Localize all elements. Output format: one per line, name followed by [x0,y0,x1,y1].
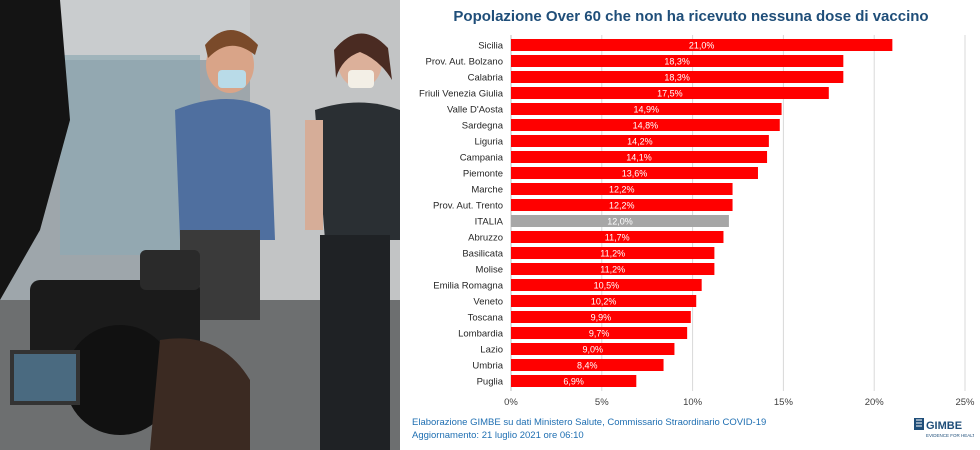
data-label: 9,9% [591,313,612,323]
category-label: Umbria [472,361,503,372]
category-label: Lazio [480,345,503,356]
bar [511,55,844,67]
data-label: 18,3% [664,73,690,83]
category-label: Veneto [473,297,503,308]
bar [511,263,715,275]
bar [511,311,691,323]
bar [511,199,733,211]
data-label: 11,2% [600,265,625,275]
bar [511,183,733,195]
x-tick-label: 15% [774,397,794,408]
data-label: 14,2% [627,137,653,147]
x-tick-label: 20% [865,397,885,408]
chart-panel: Popolazione Over 60 che non ha ricevuto … [402,0,980,450]
bar [511,375,637,387]
category-label: Emilia Romagna [433,281,503,292]
data-label: 12,2% [609,185,635,195]
data-label: 11,7% [605,233,630,243]
category-label: Prov. Aut. Trento [433,201,503,212]
category-label: Campania [460,153,504,164]
data-label: 11,2% [600,249,625,259]
data-label: 14,9% [634,105,660,115]
category-label: Toscana [468,313,504,324]
data-label: 14,8% [633,121,659,131]
update-note: Aggiornamento: 21 luglio 2021 ore 06:10 [412,430,584,441]
bar [511,103,782,115]
chart-title: Popolazione Over 60 che non ha ricevuto … [453,8,929,25]
bar [511,87,829,99]
category-label: Friuli Venezia Giulia [419,89,504,100]
data-label: 9,7% [589,329,610,339]
bar [511,39,893,51]
data-label: 10,2% [591,297,617,307]
data-label: 10,5% [594,281,620,291]
x-tick-label: 5% [595,397,609,408]
category-label: Lombardia [458,329,504,340]
bar [511,167,758,179]
data-label: 6,9% [563,377,584,387]
data-label: 21,0% [689,41,715,51]
data-label: 12,2% [609,201,635,211]
bar [511,343,675,355]
category-label: Sardegna [462,121,504,132]
category-label: Liguria [474,137,503,148]
category-label: Puglia [477,377,504,388]
x-tick-label: 0% [504,397,518,408]
category-label: ITALIA [475,217,504,228]
category-label: Piemonte [463,169,503,180]
category-label: Abruzzo [468,233,503,244]
vaccination-photo [0,0,400,450]
bar [511,295,697,307]
x-tick-label: 25% [955,397,975,408]
data-label: 17,5% [657,89,683,99]
data-label: 12,0% [607,217,633,227]
bar [511,71,844,83]
svg-text:EVIDENCE FOR HEALTH: EVIDENCE FOR HEALTH [926,433,974,438]
source-note: Elaborazione GIMBE su dati Ministero Sal… [412,417,767,428]
gimbe-logo: GIMBE EVIDENCE FOR HEALTH [914,416,978,440]
bar [511,327,688,339]
data-label: 18,3% [664,57,690,67]
bar [511,359,664,371]
category-label: Sicilia [478,41,504,52]
category-label: Molise [476,265,503,276]
bar [511,215,729,227]
bar [511,247,715,259]
bar [511,151,768,163]
category-label: Calabria [468,73,504,84]
bar [511,135,769,147]
data-label: 8,4% [577,361,598,371]
data-label: 14,1% [626,153,652,163]
bar [511,231,724,243]
bar [511,279,702,291]
category-label: Valle D'Aosta [447,105,504,116]
x-tick-label: 10% [683,397,703,408]
category-label: Basilicata [462,249,503,260]
category-label: Marche [471,185,503,196]
category-label: Prov. Aut. Bolzano [426,57,503,68]
bar-chart: 0% 5% 10% 15% 20% 25% Sicilia 21,0% Prov. Aut. B… [419,35,975,408]
data-label: 9,0% [582,345,603,355]
data-label: 13,6% [622,169,648,179]
bar [511,119,780,131]
svg-text:GIMBE: GIMBE [926,420,962,432]
